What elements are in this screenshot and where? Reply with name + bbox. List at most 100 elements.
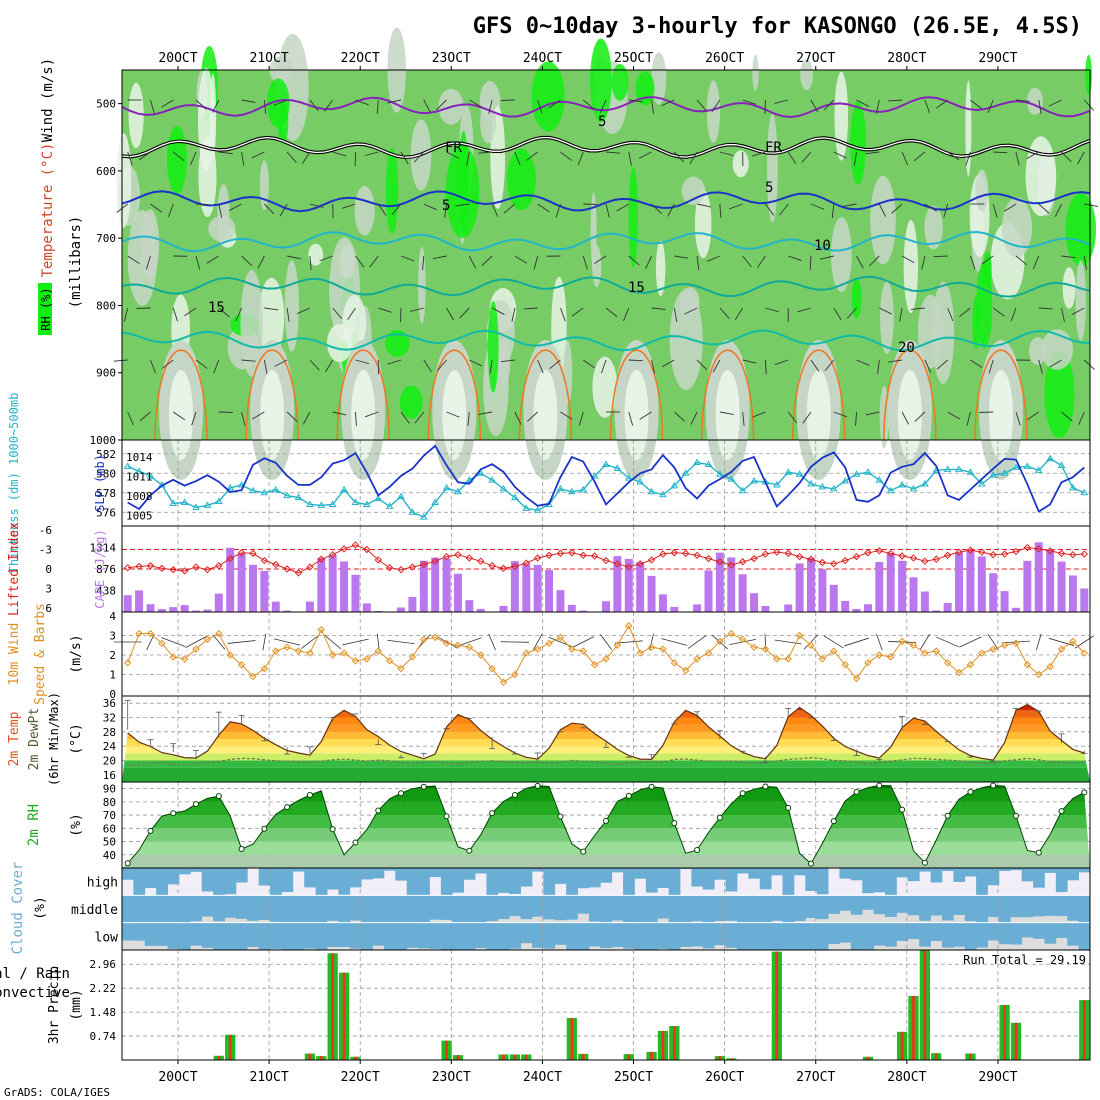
cape-bar [533, 564, 542, 612]
cape-bar [522, 564, 531, 612]
cloud-cell-high [588, 868, 601, 888]
thickness-point [1057, 461, 1066, 468]
wind-barb [599, 99, 607, 113]
cloud-cell-middle [452, 895, 465, 923]
thickness-point [317, 501, 326, 508]
cloud-cell-high [691, 868, 704, 887]
lifted-index-point [328, 550, 337, 559]
cape-bar [807, 557, 815, 612]
cloud-cell-low [531, 922, 544, 948]
rh-shade-blob [590, 192, 597, 269]
wind-barb [651, 359, 656, 374]
wind-barb [488, 99, 493, 114]
cloud-cell-middle [315, 895, 328, 923]
rh-fill-band [122, 785, 1090, 789]
rh-point [557, 813, 564, 820]
cloud-cell-middle [554, 895, 567, 921]
wind-barb [582, 359, 595, 369]
rh-tick-label: 90 [103, 783, 116, 796]
wind10m-speed-point [852, 674, 861, 683]
cloud-cell-high [1033, 868, 1045, 888]
wind-barb [184, 307, 197, 317]
wind-barb [810, 99, 819, 113]
wind-barb [913, 151, 926, 162]
wind-barb [877, 359, 880, 374]
wind-barb [992, 307, 1005, 317]
wind-tick-label: 0 [109, 688, 116, 701]
wind-barb [387, 99, 402, 104]
rh-point [1012, 812, 1019, 819]
wind-barb [788, 255, 802, 261]
cloud-cell-high [418, 868, 430, 896]
wind-barb [865, 411, 880, 416]
cloud-cell-high [645, 868, 658, 893]
thickness-point [966, 468, 975, 475]
thickness-point [772, 480, 781, 488]
wind-barb [875, 99, 880, 114]
thickness-point [807, 480, 815, 487]
chart-title: GFS 0~10day 3-hourly for KASONGO (26.5E,… [473, 14, 1082, 39]
rh-point [420, 783, 427, 790]
rh-tick-label: 60 [103, 822, 116, 835]
rh-point [398, 790, 405, 797]
upper-air-unit-label: (millibars) [68, 216, 84, 309]
cloud-cell-low [1044, 922, 1057, 944]
date-label-bottom: 29OCT [978, 1070, 1017, 1085]
wind10m-speed-point [750, 643, 758, 651]
wind-barb [833, 151, 847, 159]
cloud-cell-high [258, 868, 271, 886]
minmax-axis-label: (6hr Min/Max) [47, 692, 61, 786]
wind-barb [901, 411, 910, 425]
temp-fill-band [122, 724, 1090, 732]
wind10m-barb [161, 637, 186, 647]
precip-conv-legend: Convective [0, 985, 70, 1001]
rh-shade-blob [354, 185, 375, 236]
rh-shade-blob [385, 329, 410, 357]
wind-barb [309, 203, 324, 208]
wind-barb [888, 99, 903, 102]
thickness-point [454, 487, 462, 495]
cape-bar [932, 610, 941, 612]
thickness-point [864, 468, 872, 475]
footer-credit: GrADS: COLA/IGES [4, 1086, 110, 1099]
temp-tick-label: 28 [103, 726, 116, 739]
thickness-point [328, 500, 337, 507]
thickness-point [249, 486, 257, 494]
date-label-bottom: 25OCT [614, 1070, 653, 1085]
wind-barb [582, 255, 588, 270]
thickness-point [431, 498, 440, 505]
cloud-cell-high [167, 868, 180, 885]
wind-barb [549, 359, 561, 370]
cloud-cell-low [645, 922, 658, 950]
lifted-index-point [761, 550, 770, 558]
contour-label: 5 [598, 114, 606, 130]
wind-barb [150, 359, 156, 374]
cloud-cell-high [122, 868, 134, 880]
wind-barb [742, 411, 745, 426]
wind-barb [1038, 307, 1053, 310]
cloud-cell-low [702, 922, 715, 949]
wind-barb [933, 255, 948, 258]
lifted-index-point [750, 554, 758, 563]
wind10m-speed-point [215, 629, 223, 638]
cloud-cell-middle [1078, 895, 1091, 923]
wind-barb [765, 307, 780, 313]
wind10m-speed-point [556, 633, 565, 642]
lifted-index-point [989, 550, 997, 559]
cloud-cell-high [1078, 868, 1091, 873]
cape-bar [237, 553, 246, 612]
cape-bar [966, 550, 975, 612]
cloud-cell-middle [771, 895, 783, 921]
cape-bar [943, 602, 952, 612]
wind10m-speed-point [146, 629, 155, 638]
cloud-cell-low [816, 922, 829, 950]
rh-point [170, 810, 177, 817]
cloud-cell-high [144, 868, 157, 888]
cloud-cell-middle [383, 895, 396, 923]
wind-barb [241, 359, 256, 362]
rh-point [1035, 849, 1042, 856]
rh-point [352, 839, 359, 846]
lifted-index-point [556, 549, 565, 558]
wind-barb [578, 411, 584, 426]
cape-bar [1011, 607, 1020, 612]
